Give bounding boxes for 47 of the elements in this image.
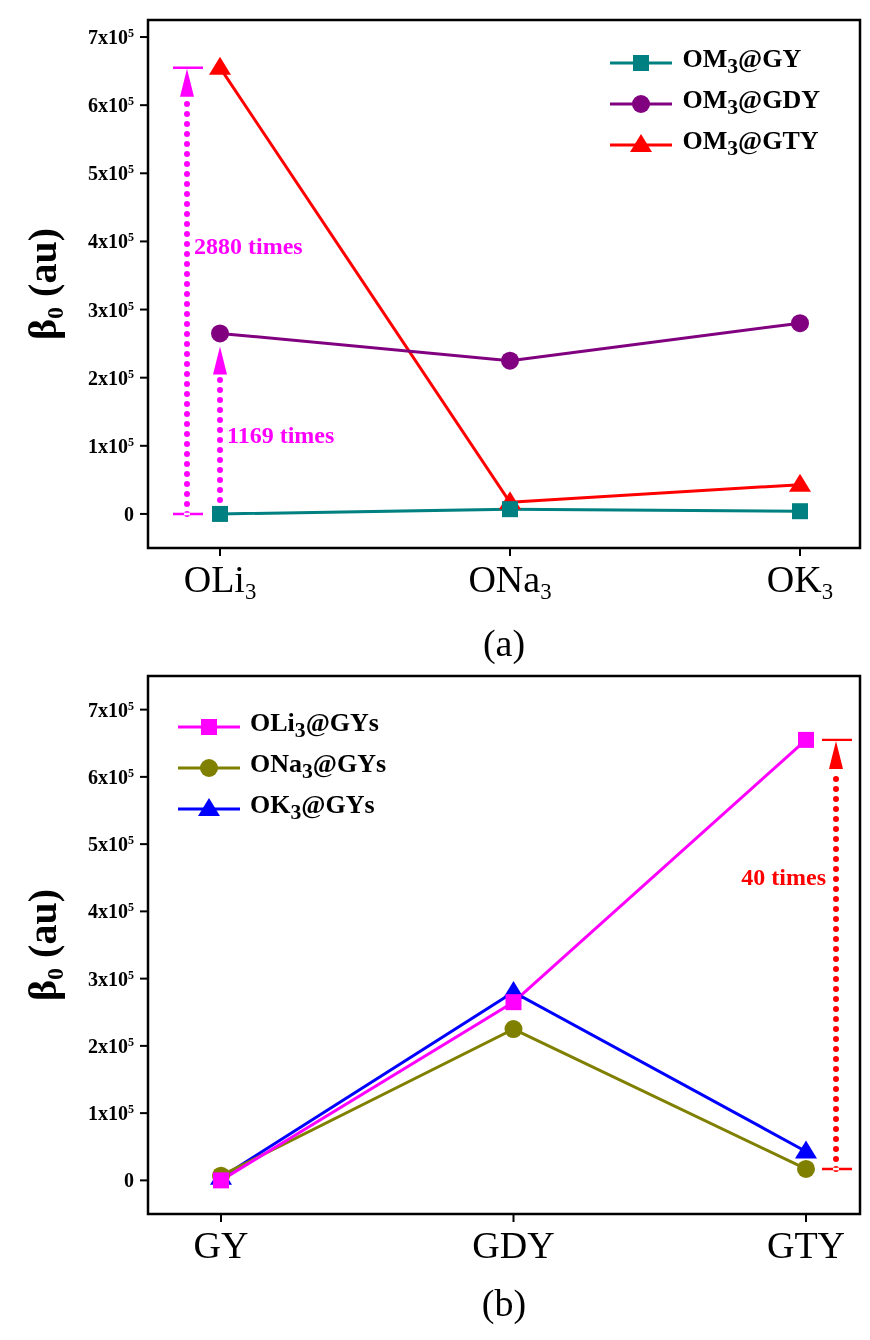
y-tick-label: 7x10$^{5}$ [88,698,134,721]
y-tick-label: 0 [124,502,134,525]
legend-label: OM$_{3}$@GTY [682,125,819,163]
annotation: 40 times [741,864,826,891]
legend-label: OM$_{3}$@GY [682,43,802,81]
y-tick-label: 7x10$^{5}$ [88,25,134,49]
x-tick-label: ONa$_{3}$ [468,558,552,604]
legend-label: ONa$_{3}$@GYs [250,748,387,786]
legend-label: OLi$_{3}$@GYs [250,707,379,745]
y-tick-label: 5x10$^{5}$ [88,832,134,856]
y-tick-label: 6x10$^{5}$ [88,765,134,788]
x-tick-label: GY [193,1224,249,1266]
point [795,1140,817,1159]
point [211,324,229,343]
legend-label: OK$_{3}$@GYs [250,789,375,827]
x-tick-label: GDY [472,1224,555,1266]
y-tick-label: 4x10$^{5}$ [88,230,134,253]
x-axis-title: (a) [482,622,526,665]
point [797,1159,815,1178]
y-tick-label: 4x10$^{5}$ [88,900,134,923]
y-tick-label: 1x10$^{5}$ [88,1101,134,1125]
y-tick-label: 0 [124,1169,134,1192]
point [501,351,519,370]
point [798,731,814,748]
point [213,1172,229,1189]
y-tick-label: 5x10$^{5}$ [88,162,134,185]
point [212,505,228,522]
point [505,994,522,1011]
y-tick-label: 3x10$^{5}$ [88,967,134,990]
x-tick-label: GTY [766,1224,846,1266]
y-tick-label: 2x10$^{5}$ [88,1034,134,1057]
y-tick-label: 2x10$^{5}$ [88,366,134,389]
y-tick-label: 3x10$^{5}$ [88,298,134,321]
y-tick-label: 1x10$^{5}$ [88,434,134,457]
x-tick-label: OK$_{3}$ [766,558,834,604]
point [789,473,811,492]
point [792,503,808,520]
point [791,314,809,333]
point [504,1020,523,1039]
y-tick-label: 6x10$^{5}$ [88,93,134,117]
point [502,501,518,518]
point [209,56,231,75]
annotation: 1169 times [227,422,335,449]
legend-label: OM$_{3}$@GDY [682,84,820,122]
x-axis-title: (b) [481,1282,527,1325]
annotation: 2880 times [194,233,303,260]
x-tick-label: OLi$_{3}$ [183,558,257,604]
